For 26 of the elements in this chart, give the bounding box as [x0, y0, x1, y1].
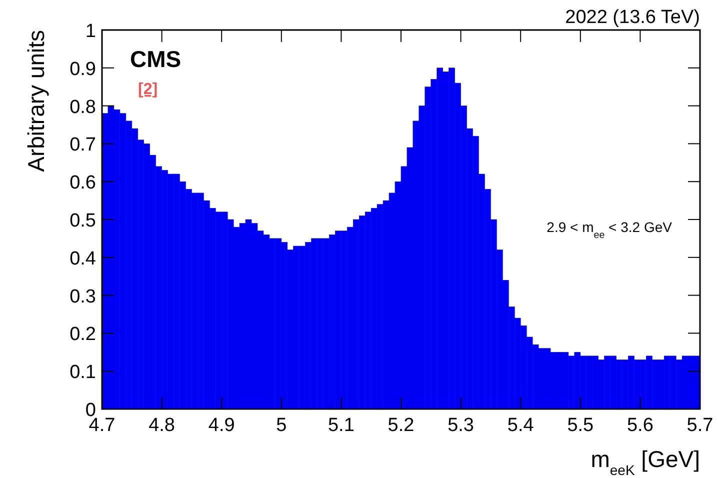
y-tick-label: 0.1 — [70, 362, 96, 384]
x-tick-label: 4.9 — [208, 415, 235, 436]
y-tick-label: 0.7 — [70, 134, 96, 156]
x-tick-label: 5.1 — [328, 415, 354, 436]
x-tick-label: 5.3 — [448, 415, 474, 436]
x-tick-label: 5.5 — [567, 415, 594, 436]
x-tick-label: 5.4 — [507, 415, 534, 436]
annotation: [2] — [138, 81, 158, 98]
y-tick-label: 0.5 — [70, 210, 96, 232]
y-tick-label: 0.6 — [70, 172, 96, 194]
x-tick-label: 5.7 — [686, 415, 714, 436]
x-tick-label: 5.6 — [626, 415, 654, 436]
y-tick-label: 0.4 — [70, 248, 96, 270]
x-axis-title: m$_{eeK}$ [GeV] — [590, 446, 700, 478]
annotation: 2.9 < m$_{ee}$ < 3.2 GeV — [546, 219, 673, 240]
text: 2022 (13.6 TeV) — [565, 7, 700, 28]
y-axis-title: Arbitrary units — [23, 30, 49, 172]
x-tick-label: 4.8 — [148, 415, 176, 436]
annotation: CMS — [130, 46, 182, 72]
x-tick-label: 5 — [276, 415, 287, 436]
y-tick-label: 0.2 — [70, 324, 96, 346]
x-tick-label: 5.2 — [388, 415, 414, 436]
y-tick-label: 0.3 — [70, 286, 96, 308]
y-tick-label: 0.8 — [70, 96, 96, 118]
y-tick-label: 0.9 — [70, 58, 96, 80]
y-tick-label: 1 — [85, 21, 96, 42]
